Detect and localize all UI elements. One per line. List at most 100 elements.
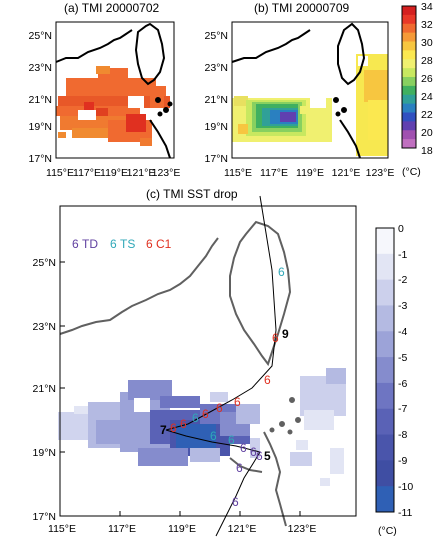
svg-text:-3: -3 bbox=[398, 300, 407, 312]
colorbar-bottom-swatch bbox=[376, 331, 394, 358]
colorbar-bottom-swatch bbox=[376, 305, 394, 332]
panel-c-lat-labels: 25°N 23°N 21°N 19°N 17°N bbox=[33, 257, 56, 523]
panel-a-lat-labels: 25°N 23°N 21°N 19°N 17°N bbox=[29, 30, 52, 165]
svg-text:21°N: 21°N bbox=[29, 94, 52, 106]
svg-text:25°N: 25°N bbox=[33, 257, 56, 269]
svg-text:123°E: 123°E bbox=[152, 167, 181, 179]
colorbar-top-swatch bbox=[402, 121, 416, 131]
svg-text:19°N: 19°N bbox=[205, 121, 228, 133]
svg-text:-5: -5 bbox=[398, 352, 407, 364]
panel-a-lon-labels: 115°E 117°E 119°E 121°E 123°E bbox=[46, 167, 180, 179]
svg-text:22: 22 bbox=[421, 109, 433, 121]
panel-c-title: (c) TMI SST drop bbox=[146, 187, 238, 201]
panel-b: (b) TMI 20000709 bbox=[205, 1, 395, 179]
c1-symbol: 6 bbox=[264, 373, 271, 387]
svg-text:24: 24 bbox=[421, 91, 433, 103]
legend-td-symbol: 6 bbox=[72, 237, 79, 251]
svg-text:115°E: 115°E bbox=[46, 167, 74, 179]
svg-text:17°N: 17°N bbox=[205, 153, 228, 165]
ts-symbol: 6 bbox=[210, 429, 217, 443]
svg-text:-10: -10 bbox=[398, 481, 413, 493]
colorbar-top-ticks: 34 32 30 28 26 24 22 20 18 bbox=[421, 1, 433, 157]
svg-text:117°E: 117°E bbox=[73, 167, 101, 179]
svg-text:119°E: 119°E bbox=[100, 167, 128, 179]
svg-text:21°N: 21°N bbox=[33, 383, 56, 395]
svg-text:23°N: 23°N bbox=[29, 62, 52, 74]
td-symbol: 6 bbox=[250, 445, 257, 459]
colorbar-top-swatch bbox=[402, 103, 416, 113]
colorbar-bottom-swatch bbox=[376, 460, 394, 487]
svg-text:123°E: 123°E bbox=[288, 523, 317, 535]
svg-text:115°E: 115°E bbox=[224, 167, 252, 179]
td-symbol: 6 bbox=[236, 461, 243, 475]
colorbar-bottom-swatch bbox=[376, 486, 394, 513]
svg-text:121°E: 121°E bbox=[228, 523, 257, 535]
svg-text:32: 32 bbox=[421, 19, 433, 31]
svg-text:119°E: 119°E bbox=[168, 523, 196, 535]
svg-text:20: 20 bbox=[421, 127, 433, 139]
svg-text:23°N: 23°N bbox=[205, 62, 228, 74]
svg-text:-4: -4 bbox=[398, 326, 407, 338]
colorbar-top: 34 32 30 28 26 24 22 20 18 (°C) bbox=[401, 1, 433, 178]
svg-text:123°E: 123°E bbox=[366, 167, 395, 179]
svg-text:30: 30 bbox=[421, 37, 433, 49]
svg-text:17°N: 17°N bbox=[29, 153, 52, 165]
svg-text:119°E: 119°E bbox=[296, 167, 324, 179]
c1-symbol: 6 bbox=[216, 401, 223, 415]
panel-c-axis-ticks bbox=[60, 261, 301, 516]
svg-text:19°N: 19°N bbox=[29, 121, 52, 133]
panel-c: (c) TMI SST drop bbox=[33, 187, 357, 537]
typhoon-track bbox=[165, 195, 277, 537]
colorbar-top-swatch bbox=[402, 139, 416, 149]
svg-text:-2: -2 bbox=[398, 274, 407, 286]
td-symbol: 6 bbox=[232, 495, 239, 509]
legend-ts-symbol: 6 bbox=[110, 237, 117, 251]
colorbar-bottom: 0 -1 -2 -3 -4 -5 -6 -7 -8 -9 -10 -11 (°C… bbox=[375, 223, 413, 537]
svg-text:23°N: 23°N bbox=[33, 321, 56, 333]
legend-c1-symbol: 6 bbox=[146, 237, 153, 251]
svg-text:19°N: 19°N bbox=[33, 447, 56, 459]
svg-text:117°E: 117°E bbox=[108, 523, 136, 535]
day-marker-5: 5 bbox=[264, 449, 271, 463]
svg-text:28: 28 bbox=[421, 55, 433, 67]
day-marker-7: 7 bbox=[160, 423, 167, 437]
colorbar-top-swatch bbox=[402, 68, 416, 78]
colorbar-top-swatch bbox=[402, 77, 416, 87]
colorbar-top-swatch bbox=[402, 130, 416, 140]
td-symbol: 6 bbox=[240, 441, 247, 455]
svg-text:117°E: 117°E bbox=[260, 167, 288, 179]
colorbar-top-unit: (°C) bbox=[402, 166, 421, 178]
colorbar-bottom-swatch bbox=[376, 279, 394, 306]
panel-b-lat-labels: 25°N 23°N 21°N 19°N 17°N bbox=[205, 30, 228, 165]
colorbar-top-swatch bbox=[402, 6, 416, 16]
colorbar-bottom-swatch bbox=[376, 408, 394, 436]
panel-c-lon-labels: 115°E 117°E 119°E 121°E 123°E bbox=[48, 523, 316, 535]
svg-text:121°E: 121°E bbox=[127, 167, 156, 179]
ts-symbol: 6 bbox=[192, 411, 199, 425]
panel-c-coastline bbox=[59, 220, 301, 527]
storm-symbols: 6 6 6 6 6 6 6 6 6 6 6 6 6 6 6 6 bbox=[170, 265, 285, 509]
colorbar-bottom-swatch bbox=[376, 434, 394, 461]
colorbar-bottom-swatch bbox=[376, 382, 394, 410]
svg-text:121°E: 121°E bbox=[332, 167, 361, 179]
colorbar-bottom-swatch bbox=[376, 253, 394, 281]
colorbar-bottom-unit: (°C) bbox=[378, 525, 397, 537]
colorbar-top-swatch bbox=[402, 50, 416, 60]
colorbar-bottom-swatch bbox=[376, 228, 394, 255]
svg-text:25°N: 25°N bbox=[205, 30, 228, 42]
colorbar-top-swatch bbox=[402, 112, 416, 122]
colorbar-top-swatch bbox=[402, 32, 416, 42]
svg-text:-8: -8 bbox=[398, 429, 407, 441]
colorbar-bottom-swatches bbox=[376, 228, 394, 513]
panel-b-coastline bbox=[231, 22, 366, 159]
legend-ts-label: TS bbox=[120, 237, 135, 251]
day-marker-9: 9 bbox=[282, 327, 289, 341]
svg-text:-9: -9 bbox=[398, 455, 407, 467]
colorbar-top-swatch bbox=[402, 85, 416, 96]
panel-b-lon-labels: 115°E 117°E 119°E 121°E 123°E bbox=[224, 167, 394, 179]
c1-symbol: 6 bbox=[180, 417, 187, 431]
colorbar-top-swatch bbox=[402, 94, 416, 105]
colorbar-top-swatch bbox=[402, 41, 416, 51]
colorbar-bottom-swatch bbox=[376, 357, 394, 384]
